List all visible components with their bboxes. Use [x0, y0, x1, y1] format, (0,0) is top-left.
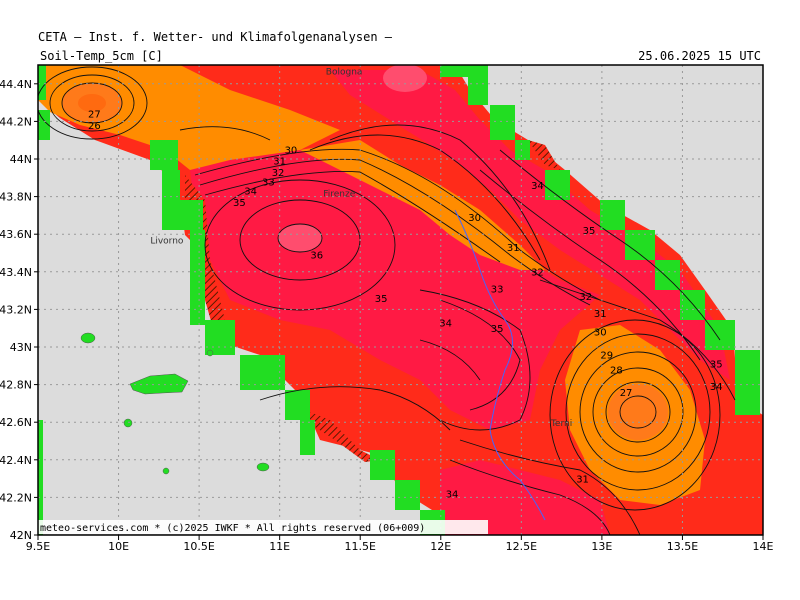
contour-label: 34 [439, 318, 452, 329]
contour-label: 32 [579, 292, 592, 303]
contour-label: 30 [468, 213, 481, 224]
y-tick-label: 43.2N [0, 303, 32, 316]
map-field: meteo-services.com * (c)2025 IWKF * All … [38, 65, 763, 535]
graticule [38, 65, 763, 535]
contour-label: 30 [594, 328, 607, 339]
x-tick-label: 10.5E [183, 540, 214, 553]
axes: 9.5E 10E 10.5E 11E 11.5E 12E 12.5E 13E 13.5E 14E 4… [0, 78, 774, 553]
contour-label: 31 [576, 474, 589, 485]
y-tick-label: 42.4N [0, 454, 32, 467]
zone-26-nw [78, 94, 106, 112]
credit-text: meteo-services.com * (c)2025 IWKF * All … [40, 523, 425, 534]
zone-33-35-north [330, 70, 730, 380]
city-label: Firenze [323, 190, 355, 200]
city-labels: Bologna Firenze Livorno Terni [150, 67, 572, 429]
contour-label: 34 [531, 181, 544, 192]
map-frame [37, 64, 764, 536]
city-label: Livorno [150, 237, 184, 247]
city-label: Terni [550, 419, 572, 429]
contour-label: 34 [244, 187, 257, 198]
contour-label: 35 [583, 226, 596, 237]
y-tick-label: 42.6N [0, 416, 32, 429]
contour-label: 30 [285, 145, 298, 156]
masked-cells [38, 65, 760, 535]
contour-label: 33 [262, 177, 275, 188]
y-tick-label: 42.2N [0, 491, 32, 504]
contour-label: 28 [610, 365, 623, 376]
contour-label: 32 [272, 168, 285, 179]
y-tick-label: 43.6N [0, 228, 32, 241]
y-tick-label: 44.2N [0, 115, 32, 128]
variable-label: Soil-Temp_5cm [C] [40, 49, 163, 63]
contour-label: 35 [491, 324, 504, 335]
x-tick-label: 9.5E [26, 540, 50, 553]
city-label: Bologna [326, 67, 363, 77]
x-tick-label: 12.5E [506, 540, 537, 553]
x-tick-label: 11E [269, 540, 290, 553]
y-tick-label: 43N [10, 341, 32, 354]
hatched-coast-east [528, 140, 560, 170]
valid-time: 25.06.2025 15 UTC [638, 49, 761, 63]
contour-label: 31 [273, 157, 286, 168]
contour-label: 27 [620, 388, 633, 399]
y-tick-label: 42.8N [0, 379, 32, 392]
contour-label: 32 [531, 268, 544, 279]
zone-27-center [608, 384, 668, 440]
contour-label: 36 [310, 251, 323, 262]
x-tick-label: 14E [753, 540, 774, 553]
x-tick-label: 12E [430, 540, 451, 553]
zone-36 [278, 224, 322, 252]
hatched-coast-south [305, 410, 380, 462]
y-tick-label: 44N [10, 153, 32, 166]
map-title: CETA — Inst. f. Wetter- und Klimafolgena… [38, 30, 393, 44]
contour-label: 29 [600, 350, 613, 361]
x-tick-label: 11.5E [344, 540, 375, 553]
isotherm-lines [38, 66, 736, 535]
contour-label: 27 [88, 110, 101, 121]
y-tick-label: 43.8N [0, 191, 32, 204]
contour-label: 26 [88, 121, 101, 132]
subtitle-row: Soil-Temp_5cm [C] 25.06.2025 15 UTC [38, 49, 763, 63]
contour-label: 33 [491, 284, 504, 295]
contour-label: 34 [710, 382, 723, 393]
river [454, 209, 546, 521]
zone-33-35 [190, 140, 600, 430]
credit-bar [38, 520, 488, 534]
contour-label: 31 [594, 309, 607, 320]
x-tick-label: 13E [591, 540, 612, 553]
islands [80, 332, 270, 475]
y-tick-label: 44.4N [0, 78, 32, 91]
contour-label: 35 [375, 294, 388, 305]
x-tick-label: 13.5E [667, 540, 698, 553]
zone-36-north [383, 65, 427, 92]
contour-label: 34 [446, 489, 459, 500]
contour-label: 35 [233, 198, 246, 209]
x-tick-label: 10E [108, 540, 129, 553]
contour-label: 35 [710, 360, 723, 371]
contour-labels: 2726303132333435363534333531323034353231… [88, 110, 723, 501]
y-tick-label: 43.4N [0, 266, 32, 279]
contour-label: 31 [507, 243, 520, 254]
y-tick-label: 42N [10, 529, 32, 542]
